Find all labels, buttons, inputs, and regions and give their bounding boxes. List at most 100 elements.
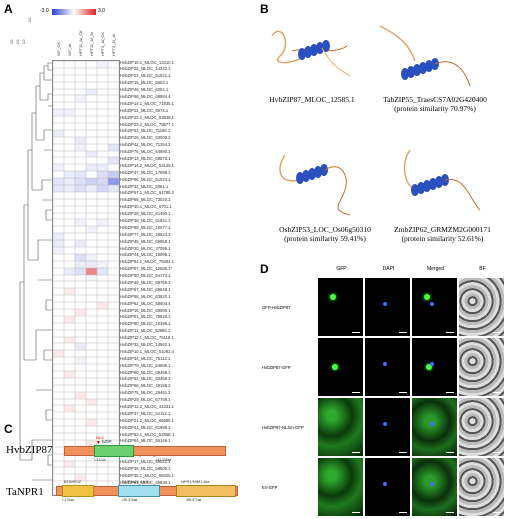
heatmap-cell: [53, 364, 64, 371]
heatmap-grid: [52, 60, 120, 496]
heatmap-row-label: HvbZIP10.1_MLOC_51082.4: [120, 348, 175, 354]
colorbar-max-label: 3.0: [98, 8, 105, 14]
heatmap-cell: [75, 309, 86, 316]
heatmap-row-label: HvbZIP13_MLOC_69570.1: [120, 155, 171, 161]
heatmap-cell: [86, 109, 97, 117]
heatmap-cell: [75, 371, 86, 378]
heatmap-cell: [53, 453, 64, 461]
gene2-domain-2-label: DUF3420 ANK: [122, 479, 149, 484]
heatmap-cell: [108, 240, 119, 247]
heatmap-cell: [64, 123, 75, 130]
nucleus-fluorescence: [424, 294, 430, 300]
heatmap-cell: [53, 419, 64, 427]
heatmap-cell: [108, 61, 119, 68]
heatmap-cell: [75, 384, 86, 392]
heatmap-cell: [75, 171, 86, 179]
heatmap-cell: [75, 129, 86, 137]
heatmap-row-label: HvbZIP34_MLOC_75113.1: [120, 355, 171, 361]
heatmap-cell: [64, 384, 75, 392]
protein-similarity-4: (protein similarity 52.61%): [401, 234, 484, 243]
heatmap-cell: [75, 123, 86, 130]
heatmap-cell: [75, 412, 86, 420]
heatmap-cell: [108, 467, 119, 475]
heatmap-cell: [75, 398, 86, 406]
heatmap-cell: [97, 178, 108, 185]
heatmap-cell: [97, 288, 108, 296]
heatmap-cell: [97, 439, 108, 447]
heatmap-row-label: HvbZIP81_MLOC_75628.1: [120, 314, 171, 320]
heatmap-cell: [75, 419, 86, 427]
heatmap-row-label: HvbZIP15_MLOC_5653.1: [120, 80, 169, 86]
heatmap-cell: [64, 453, 75, 461]
heatmap-cell: [53, 384, 64, 392]
heatmap-cell: [75, 102, 86, 110]
heatmap-cell: [53, 302, 64, 309]
heatmap-cell: [86, 260, 97, 268]
heatmap-cell: [97, 267, 108, 275]
heatmap-cell: [53, 371, 64, 378]
gene2-pos2: 190-315aa: [122, 498, 138, 502]
scale-bar: [352, 332, 360, 333]
heatmap-cell: [86, 336, 97, 344]
heatmap-cell: [108, 102, 119, 110]
microscopy-image: [459, 398, 504, 456]
heatmap-cell: [108, 205, 119, 213]
heatmap-cell: [108, 474, 119, 482]
heatmap-cell: [64, 439, 75, 447]
heatmap-cell: [86, 364, 97, 371]
heatmap-cell: [86, 102, 97, 110]
microscopy-image: [365, 458, 410, 516]
gene2-domain-1: [62, 485, 94, 497]
heatmap-cell: [53, 377, 64, 385]
microscopy-image: [412, 398, 457, 456]
gene2-name: TaNPR1: [6, 486, 44, 498]
heatmap-row-label: HvbZIP36_MLOC_58500.1: [120, 465, 171, 471]
heatmap-cell: [86, 288, 97, 296]
heatmap-cell: [75, 377, 86, 385]
heatmap-cell: [86, 357, 97, 365]
scale-bar: [399, 332, 407, 333]
heatmap-cell: [97, 253, 108, 261]
heatmap-cell: [53, 315, 64, 323]
gene2-domain-3-label: NPR1/NIM1-like: [181, 479, 210, 484]
heatmap-cell: [86, 226, 97, 234]
microscopy-image: [365, 338, 410, 396]
heatmap-row-label: HvbZIP23.2_MLOC_78877.1: [120, 121, 175, 127]
nucleus-fluorescence: [426, 364, 432, 370]
protein-structure-2: [379, 25, 471, 87]
heatmap-cell: [53, 150, 64, 158]
heatmap-row-label: HvbZIP64_MLOC_66146.1: [120, 438, 171, 444]
dapi-nucleus: [430, 362, 434, 366]
heatmap-cell: [64, 212, 75, 220]
heatmap-cell: [97, 102, 108, 110]
scale-bar: [352, 452, 360, 453]
heatmap-cell: [53, 129, 64, 137]
heatmap-cell: [86, 460, 97, 468]
scale-bar: [493, 332, 501, 333]
heatmap-cell: [64, 315, 75, 323]
heatmap-cell: [108, 164, 119, 172]
heatmap-cell: [75, 322, 86, 330]
heatmap-cell: [75, 150, 86, 158]
heatmap-column-header: WT_AI: [66, 43, 72, 56]
heatmap-cell: [86, 295, 97, 303]
heatmap-cell: [64, 185, 75, 192]
heatmap-cell: [64, 364, 75, 371]
heatmap-cell: [64, 143, 75, 151]
heatmap-row-label: HvbZIP45_MLOC_66958.1: [120, 238, 171, 244]
panel-letter-d: D: [260, 262, 269, 276]
heatmap-row-label: HvbZIP68_MLOC_73020.1: [120, 197, 171, 203]
heatmap-cell: [75, 88, 86, 96]
scale-bar: [446, 392, 454, 393]
heatmap-cell: [86, 191, 97, 199]
heatmap-cell: [108, 247, 119, 254]
heatmap-cell: [97, 123, 108, 130]
heatmap-cell: [75, 288, 86, 296]
heatmap-cell: [64, 350, 75, 358]
colorbar-gradient: [52, 9, 96, 15]
heatmap-cell: [75, 433, 86, 440]
heatmap-cell: [97, 88, 108, 96]
microscopy-row-label: GFP-HvbZIP87: [262, 305, 291, 310]
heatmap-cell: [64, 309, 75, 316]
heatmap-cell: [108, 336, 119, 344]
